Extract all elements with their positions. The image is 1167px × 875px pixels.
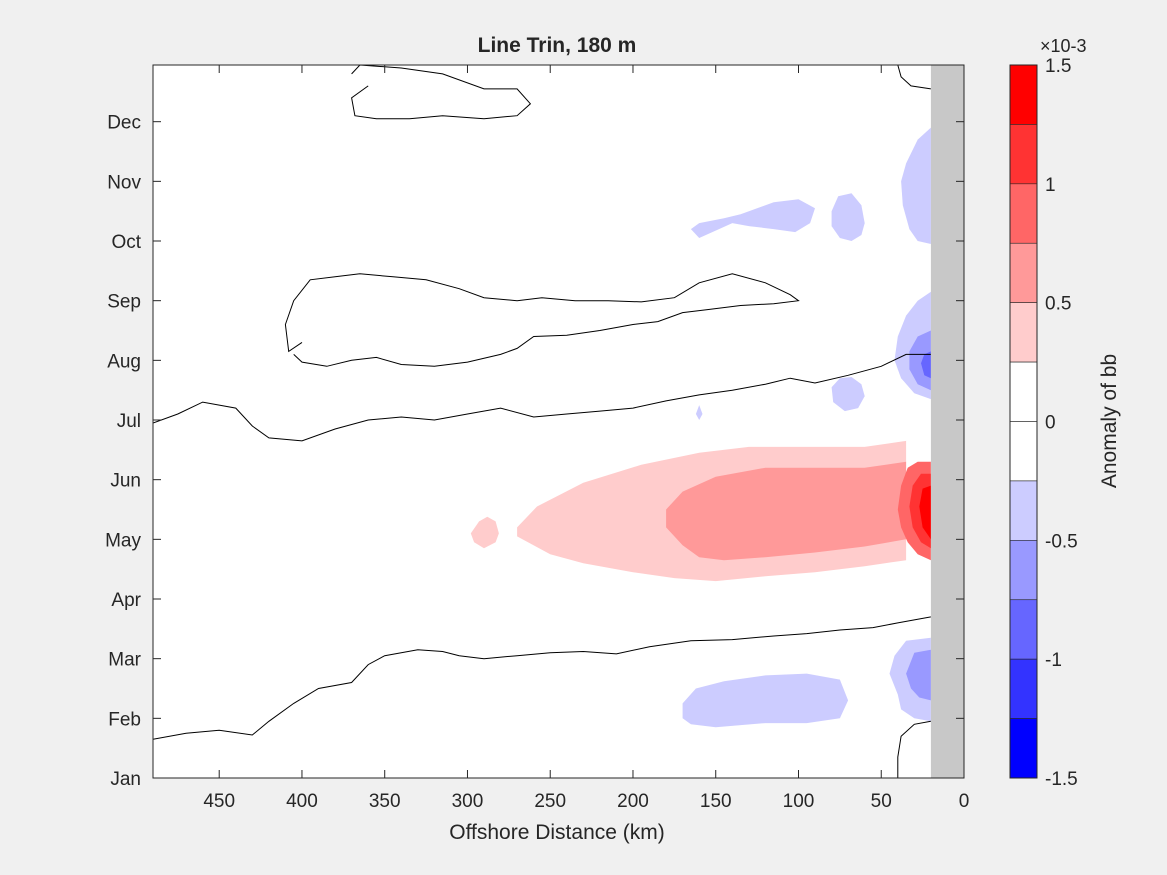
region-nov-negative-left bbox=[690, 199, 815, 238]
x-tick-label: 200 bbox=[617, 791, 649, 812]
colorbar-ticks: 1.5 1 0.5 0 -0.5 -1 -1.5 bbox=[1045, 56, 1078, 790]
filled-contours bbox=[470, 127, 931, 728]
y-tick-label: Jun bbox=[110, 471, 141, 492]
y-tick-label: Aug bbox=[107, 351, 141, 372]
colorbar-level bbox=[1009, 302, 1038, 363]
x-tick-label: 400 bbox=[286, 791, 318, 812]
colorbar-level bbox=[1009, 658, 1038, 719]
y-tick-label: Oct bbox=[111, 232, 141, 253]
colorbar-level bbox=[1009, 421, 1038, 482]
plot-frame bbox=[152, 64, 965, 779]
coastal-mask bbox=[930, 65, 964, 778]
colorbar-label: Anomaly of bb bbox=[1098, 354, 1121, 488]
colorbar-tick-label: 0.5 bbox=[1045, 294, 1071, 315]
x-tick-label: 450 bbox=[203, 791, 235, 812]
colorbar-level bbox=[1009, 361, 1038, 422]
zero-contour-dec-coastal bbox=[897, 65, 931, 90]
colorbar-level bbox=[1009, 64, 1038, 125]
y-tick-labels: Jan Feb Mar Apr May Jun Jul Aug Sep Oct Nov Dec bbox=[105, 113, 142, 790]
colorbar-tick-label: -0.5 bbox=[1045, 531, 1078, 552]
zero-contour-spring bbox=[153, 616, 931, 740]
y-tick-label: Apr bbox=[111, 590, 141, 611]
colorbar-level bbox=[1009, 599, 1038, 660]
colorbar-level bbox=[1009, 124, 1038, 185]
region-aug-coastal-negative-dark bbox=[921, 351, 931, 379]
colorbar-tick-label: -1 bbox=[1045, 650, 1062, 671]
colorbar-tick-label: 1 bbox=[1045, 175, 1056, 196]
colorbar: 1.5 1 0.5 0 -0.5 -1 -1.5 ×10-3 Anomaly of bb bbox=[1009, 36, 1121, 790]
region-aug-negative-small bbox=[831, 377, 865, 412]
x-tick-label: 150 bbox=[700, 791, 732, 812]
chart-title: Line Trin, 180 m bbox=[478, 34, 637, 57]
y-tick-label: Feb bbox=[108, 709, 141, 730]
colorbar-frame bbox=[1009, 64, 1038, 779]
y-tick-label: Sep bbox=[107, 292, 141, 313]
region-feb-negative bbox=[682, 673, 849, 728]
zero-contour-jan-coastal bbox=[897, 720, 931, 778]
region-coastal-positive-3 bbox=[919, 485, 931, 540]
plot-area bbox=[152, 64, 965, 779]
zero-contour-dec bbox=[351, 65, 532, 120]
colorbar-tick-label: -1.5 bbox=[1045, 769, 1078, 790]
y-tick-label: Dec bbox=[107, 113, 141, 134]
colorbar-level bbox=[1009, 480, 1038, 541]
y-tick-label: Mar bbox=[108, 650, 141, 671]
region-nov-negative-right bbox=[831, 193, 865, 241]
zero-contour-aug-sep bbox=[284, 273, 800, 367]
x-tick-label: 0 bbox=[959, 791, 970, 812]
x-tick-labels: 450 400 350 300 250 200 150 100 50 0 bbox=[203, 791, 969, 812]
zero-contour-lines bbox=[153, 65, 931, 778]
colorbar-level bbox=[1009, 540, 1038, 601]
y-tick-label: Jul bbox=[117, 411, 141, 432]
colorbar-levels bbox=[1009, 64, 1038, 779]
plot-background bbox=[153, 65, 964, 778]
zero-contour-summer bbox=[153, 353, 931, 442]
colorbar-level bbox=[1009, 718, 1038, 779]
colorbar-tick-label: 1.5 bbox=[1045, 56, 1071, 77]
colorbar-level bbox=[1009, 183, 1038, 244]
region-nov-dec-coastal-negative bbox=[901, 127, 931, 244]
y-tick-label: May bbox=[105, 530, 141, 551]
region-mar-coastal-negative-mid bbox=[906, 649, 931, 701]
x-axis-label: Offshore Distance (km) bbox=[449, 821, 665, 844]
colorbar-level bbox=[1009, 242, 1038, 303]
x-tick-label: 50 bbox=[871, 791, 892, 812]
colorbar-exponent: ×10-3 bbox=[1040, 36, 1087, 56]
region-isolated-positive bbox=[470, 516, 499, 549]
colorbar-tick-label: 0 bbox=[1045, 413, 1056, 434]
x-tick-label: 100 bbox=[783, 791, 815, 812]
y-tick-label: Nov bbox=[107, 172, 141, 193]
x-tick-label: 350 bbox=[369, 791, 401, 812]
x-tick-label: 300 bbox=[452, 791, 484, 812]
region-jul-negative-dot bbox=[695, 405, 703, 420]
y-tick-label: Jan bbox=[110, 769, 141, 790]
region-spring-positive-mid bbox=[666, 461, 907, 561]
x-tick-label: 250 bbox=[534, 791, 566, 812]
